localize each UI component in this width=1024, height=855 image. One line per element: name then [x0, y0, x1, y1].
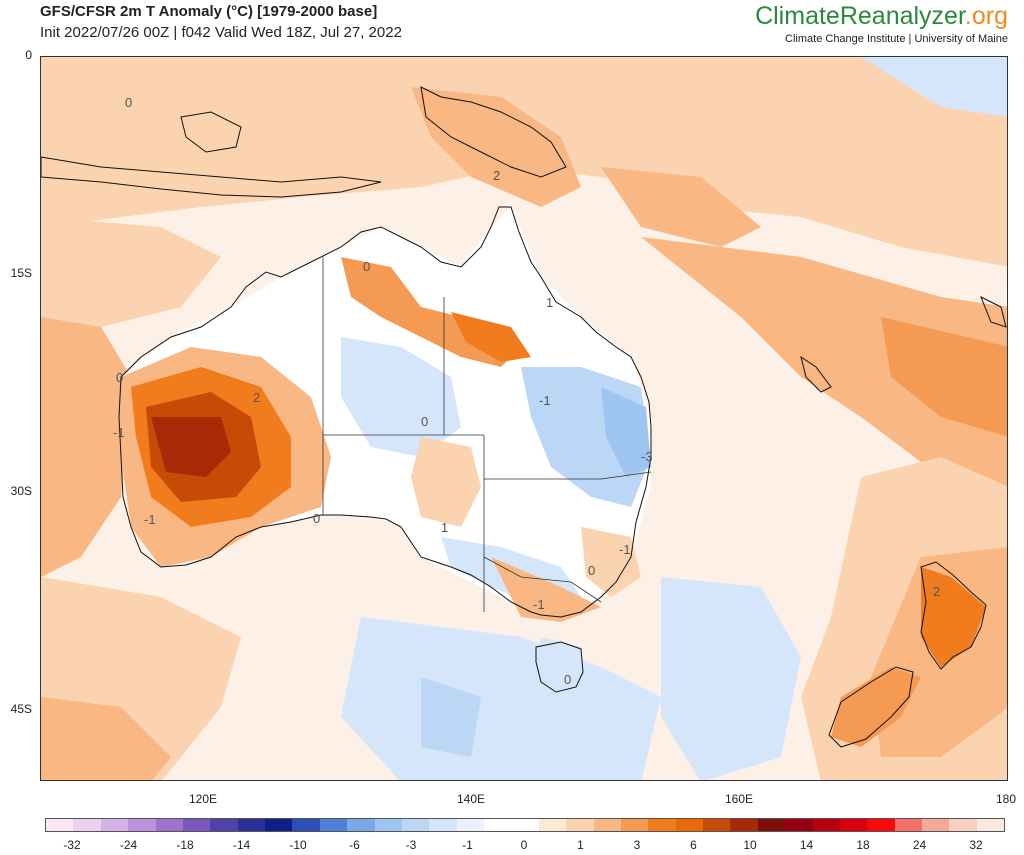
- new-zealand-anomaly: [831, 567, 986, 747]
- colorbar-label: -18: [176, 838, 194, 852]
- colorbar-swatch: [867, 819, 895, 831]
- colorbar-label: -24: [119, 838, 138, 852]
- colorbar-label: 18: [856, 838, 870, 852]
- map-subtitle: Init 2022/07/26 00Z | f042 Valid Wed 18Z…: [40, 24, 402, 41]
- colorbar-swatch: [675, 819, 703, 831]
- contour-label: 0: [363, 259, 370, 274]
- map-title: GFS/CFSR 2m T Anomaly (°C) [1979-2000 ba…: [40, 3, 378, 20]
- australia-anomaly: [121, 207, 651, 692]
- brand-name-part1: Climate: [755, 2, 840, 30]
- colorbar-swatch: [128, 819, 156, 831]
- colorbar-swatch: [648, 819, 676, 831]
- colorbar-label: 1: [577, 838, 584, 852]
- colorbar-label: -6: [349, 838, 360, 852]
- x-tick-120e: 120E: [188, 792, 218, 806]
- y-tick-30s: 30S: [10, 484, 32, 498]
- contour-label: 0: [588, 563, 595, 578]
- contour-label: 2: [933, 584, 940, 599]
- colorbar-swatch: [922, 819, 950, 831]
- state-borders: [322, 257, 652, 612]
- colorbar-swatch: [730, 819, 758, 831]
- colorbar-swatch: [620, 819, 649, 831]
- colorbar-swatch: [484, 819, 512, 831]
- contour-label: 2: [493, 168, 500, 183]
- colorbar-swatch: [566, 819, 594, 831]
- colorbar-swatch: [949, 819, 977, 831]
- contour-label: -1: [113, 425, 125, 440]
- colorbar-label: 24: [912, 838, 927, 852]
- x-tick-180: 180: [995, 792, 1017, 806]
- contour-labels: 0 2 0 -1 0 2 -1 0 -3 0 1 -1 1 0 -1 -1 0 …: [113, 95, 940, 687]
- colorbar-swatch: [757, 819, 786, 831]
- colorbar-swatch: [401, 819, 430, 831]
- colorbar-swatch: [100, 819, 129, 831]
- cool-ocean-regions: [341, 57, 1007, 780]
- colorbar-swatch: [511, 819, 539, 831]
- colorbar-swatch: [182, 819, 211, 831]
- y-tick-15s: 15S: [10, 266, 32, 280]
- colorbar-swatch: [73, 819, 101, 831]
- anomaly-map[interactable]: 0 2 0 -1 0 2 -1 0 -3 0 1 -1 1 0 -1 -1 0 …: [40, 56, 1008, 781]
- contour-label: -1: [539, 393, 551, 408]
- contour-label: 0: [421, 414, 428, 429]
- warm-ocean-regions: [41, 57, 1007, 780]
- contour-label: -1: [533, 597, 545, 612]
- colorbar-swatch: [237, 819, 265, 831]
- colorbar-swatch: [210, 819, 238, 831]
- contour-label: -1: [144, 512, 156, 527]
- colorbar-label: 32: [969, 838, 983, 852]
- colorbar-swatch: [456, 819, 484, 831]
- colorbar-label: 0: [520, 838, 528, 852]
- coastlines: [41, 86, 1007, 748]
- brand-tagline: Climate Change Institute | University of…: [785, 33, 1008, 45]
- colorbar-label: -3: [405, 838, 417, 852]
- anomaly-map-svg: 0 2 0 -1 0 2 -1 0 -3 0 1 -1 1 0 -1 -1 0 …: [41, 57, 1007, 780]
- contour-label: -3: [641, 449, 653, 464]
- colorbar-label: 10: [743, 838, 757, 852]
- colorbar-label: 3: [633, 838, 641, 852]
- colorbar-label: -32: [63, 838, 81, 852]
- colorbar-swatch: [812, 819, 840, 831]
- colorbar-swatch: [976, 819, 1005, 831]
- contour-label: 1: [546, 295, 553, 310]
- colorbar-swatch: [155, 819, 183, 831]
- colorbar-label: 6: [690, 838, 697, 852]
- contour-label: 0: [125, 95, 132, 110]
- colorbar-swatch: [785, 819, 813, 831]
- colorbar-swatch: [319, 819, 348, 831]
- contour-label: 0: [564, 672, 571, 687]
- colorbar-swatch: [593, 819, 621, 831]
- colorbar-swatch: [347, 819, 375, 831]
- contour-label: 1: [441, 520, 448, 535]
- contour-label: 0: [116, 370, 123, 385]
- colorbar-swatch: [374, 819, 402, 831]
- colorbar-swatch: [538, 819, 567, 831]
- colorbar-swatch: [46, 819, 74, 831]
- colorbar: [45, 818, 1005, 832]
- colorbar-swatch: [839, 819, 868, 831]
- brand-name-part3: .org: [964, 2, 1008, 30]
- colorbar-label: -14: [232, 838, 251, 852]
- x-tick-140e: 140E: [456, 792, 486, 806]
- colorbar-swatch: [265, 819, 293, 831]
- colorbar-swatch: [292, 819, 320, 831]
- x-tick-160e: 160E: [724, 792, 754, 806]
- colorbar-swatch: [429, 819, 457, 831]
- brand-logo[interactable]: ClimateReanalyzer.org: [755, 2, 1008, 31]
- y-tick-45s: 45S: [10, 702, 32, 716]
- contour-label: 0: [313, 511, 320, 526]
- brand-name-part2: Reanalyzer: [839, 2, 965, 30]
- contour-label: 2: [253, 390, 260, 405]
- colorbar-swatch: [894, 819, 922, 831]
- colorbar-swatch: [703, 819, 731, 831]
- colorbar-label: -1: [462, 838, 473, 852]
- y-tick-0: 0: [25, 48, 32, 62]
- colorbar-label: 14: [799, 838, 814, 852]
- colorbar-label: -10: [289, 838, 307, 852]
- contour-label: -1: [619, 542, 631, 557]
